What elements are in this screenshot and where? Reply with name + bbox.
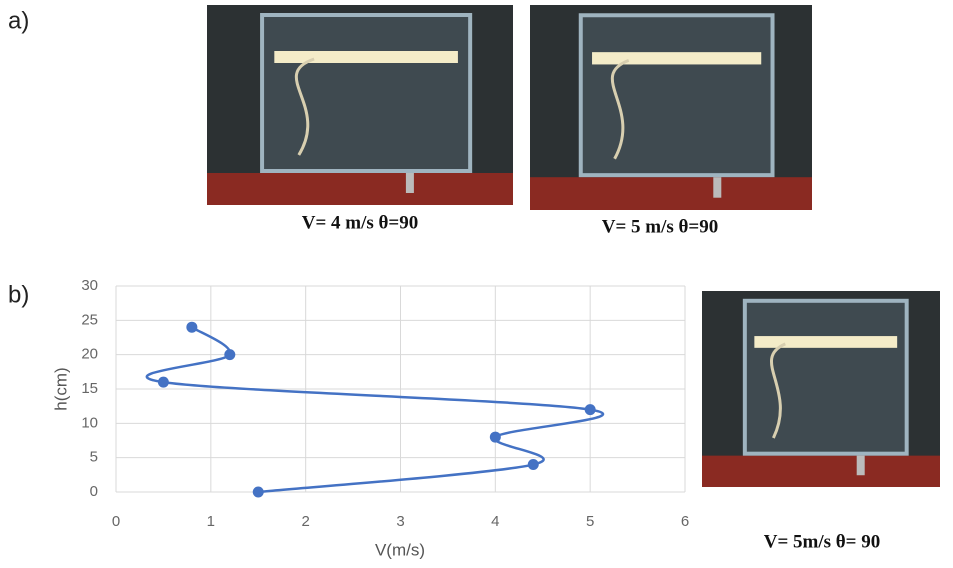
tank-frame <box>260 13 473 173</box>
nozzle <box>856 455 865 476</box>
photo-base <box>530 177 812 210</box>
tank-frame <box>578 13 775 178</box>
tube <box>294 57 315 156</box>
x-tick-label: 0 <box>112 513 120 530</box>
data-point <box>186 321 198 333</box>
tube <box>770 342 786 439</box>
photo <box>702 291 940 487</box>
light-bar <box>754 336 898 348</box>
data-point <box>224 349 236 361</box>
data-point <box>157 376 169 388</box>
photo-caption: V= 5m/s θ= 90 <box>764 531 881 552</box>
tube <box>610 58 630 160</box>
x-axis-label: V(m/s) <box>375 540 425 559</box>
photo-base <box>207 173 513 205</box>
x-tick-label: 6 <box>681 513 689 530</box>
data-point <box>584 404 596 416</box>
tank-frame <box>742 298 909 456</box>
y-tick-label: 10 <box>81 414 98 431</box>
light-bar <box>274 51 458 63</box>
light-bar <box>592 52 762 65</box>
nozzle <box>405 173 414 193</box>
data-point <box>252 486 264 498</box>
nozzle <box>713 177 722 198</box>
x-tick-label: 5 <box>586 513 594 530</box>
data-point <box>527 459 539 471</box>
photo <box>207 5 513 205</box>
panel-label: a) <box>8 7 29 34</box>
y-tick-label: 25 <box>81 311 98 328</box>
x-tick-label: 1 <box>207 513 215 530</box>
y-axis-label: h(cm) <box>51 367 70 410</box>
x-tick-label: 3 <box>396 513 404 530</box>
photo-caption: V= 5 m/s θ=90 <box>602 216 719 237</box>
x-tick-label: 2 <box>301 513 309 530</box>
photo-caption: V= 4 m/s θ=90 <box>302 212 419 233</box>
x-tick-label: 4 <box>491 513 499 530</box>
y-tick-label: 30 <box>81 277 98 294</box>
y-tick-label: 5 <box>90 449 98 466</box>
data-point <box>489 431 501 443</box>
photo-base <box>702 455 940 487</box>
y-tick-label: 0 <box>90 483 98 500</box>
y-tick-label: 20 <box>81 346 98 363</box>
photo <box>530 5 812 210</box>
y-tick-label: 15 <box>81 380 98 397</box>
panel-label: b) <box>8 281 29 308</box>
